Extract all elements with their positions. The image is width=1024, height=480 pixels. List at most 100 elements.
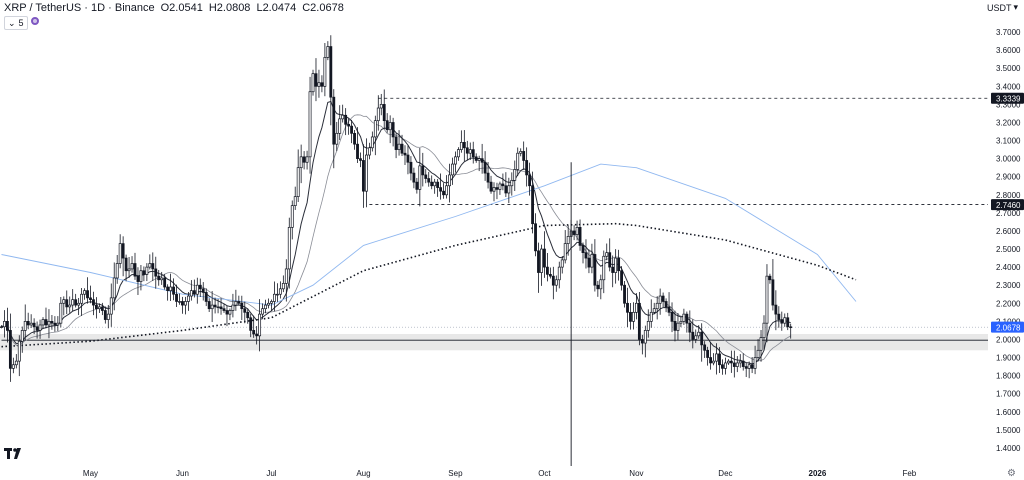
y-tick-label: 2.0000 [996,335,1021,344]
candle-body [605,252,609,257]
level-tag-0-text: 3.3339 [996,94,1021,103]
candle-body [195,284,199,295]
candle-body [370,136,374,149]
candle [421,152,425,187]
y-tick-label: 1.5000 [996,426,1021,435]
candle [608,238,612,272]
candle [557,261,561,289]
candle-body [756,349,760,358]
candle-body [557,266,561,281]
candle-body [0,326,3,328]
candle [741,353,745,371]
candle [786,312,790,331]
level-tag-1-bg [991,199,1024,211]
candle [382,89,386,130]
candle [252,315,256,338]
candle [320,75,324,93]
candle [765,264,769,343]
candle [53,316,57,332]
candle [474,153,478,163]
candle-body [145,266,149,275]
currency-label: USDT [986,2,1012,13]
candle [124,254,128,282]
candle-body [97,306,101,310]
candle [296,149,300,202]
candle [326,41,330,61]
candle [649,299,653,328]
candle [611,255,615,288]
symbol-title[interactable]: XRP / TetherUS · 1D · Binance [4,2,155,14]
candle [721,359,724,375]
candle-body [86,290,89,299]
candle [163,274,167,290]
candle-body [124,257,128,272]
candle [664,298,668,313]
open-value: 2.0541 [169,2,203,14]
y-tick-label: 2.4000 [996,263,1021,272]
candle [157,269,161,286]
y-tick-label: 2.7000 [996,209,1021,218]
candle [771,259,775,311]
candle-body [658,295,662,304]
candle-body [44,319,48,326]
candle-body [335,132,339,145]
candle-body [640,339,644,344]
candle-body [563,243,567,261]
candle [424,169,428,184]
candle [676,312,680,341]
y-tick-label: 2.2000 [996,299,1021,308]
candle [599,274,603,300]
candle [753,345,757,375]
candle [71,289,75,312]
candle [578,219,582,251]
candle [234,289,238,311]
candle [738,354,742,368]
candle-body [715,353,718,362]
candle [376,95,380,131]
candle [166,284,170,301]
candle [281,275,285,293]
candle-body [516,152,520,170]
candle [195,277,199,304]
candle [581,242,585,264]
candle-body [528,174,532,187]
candle-body [344,114,348,125]
candle [145,263,149,282]
candle-body [350,125,354,134]
candle [20,326,24,353]
candle [136,267,140,295]
candle [783,313,787,327]
candle-body [750,364,754,369]
currency-selector[interactable]: USDT ▾ [987,2,1018,13]
last-price-tag-bg [991,321,1024,333]
candle-body [261,308,264,315]
candle [225,305,229,327]
indicators-toggle-button[interactable]: ⌄ 5 [4,16,28,30]
candle [240,295,244,321]
symbol-legend[interactable]: XRP / TetherUS · 1D · Binance O2.0541 H2… [4,2,344,14]
candle-body [258,313,262,337]
candle-body [531,185,534,225]
candle [287,217,291,289]
candle-body [293,196,297,206]
candle [756,339,760,362]
candle-body [489,181,493,192]
candle-body [148,263,152,268]
indicator-status-icon[interactable] [31,17,39,25]
chart-settings-icon[interactable]: ⚙ [1007,468,1016,479]
candle [587,249,591,274]
candle-body [537,250,540,273]
candle-body [679,321,683,324]
candle-body [694,335,698,340]
candle-body [163,277,167,288]
candle [780,311,784,331]
candle [605,243,609,261]
candle-body [136,275,140,282]
y-tick-label: 1.6000 [996,408,1021,417]
candle-body [673,321,677,331]
candle [359,152,362,168]
candle-body [691,331,695,340]
candle [712,353,715,366]
candle-body [192,290,196,295]
